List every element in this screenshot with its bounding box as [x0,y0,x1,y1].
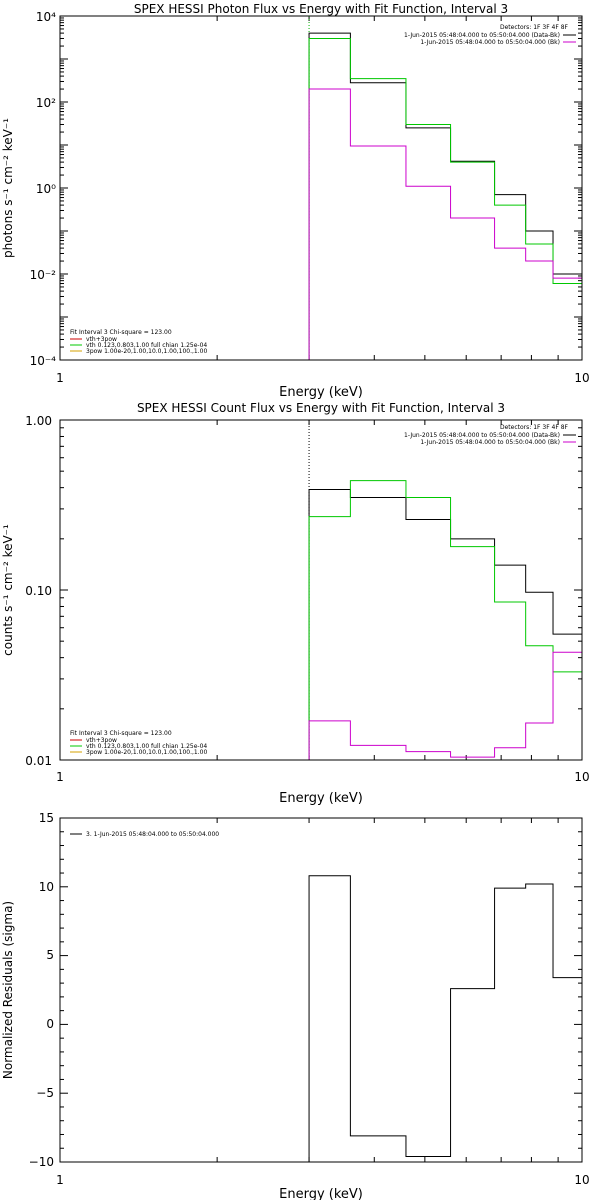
legend-entry: 1-Jun-2015 05:48:04.000 to 05:50:04.000 … [404,432,560,439]
count-flux-panel: SPEX HESSI Count Flux vs Energy with Fit… [1,401,590,806]
legend-entry: 3. 1-Jun-2015 05:48:04.000 to 05:50:04.0… [86,831,219,838]
photon-flux-title: SPEX HESSI Photon Flux vs Energy with Fi… [134,2,508,16]
photon-flux-legend-top-right: Detectors: 1F 3F 4F 8F 1-Jun-2015 05:48:… [404,24,576,46]
count-flux-legend-bottom-left: Fit Interval 3 Chi-square = 123.00 vth+3… [70,730,207,756]
count-flux-plot-content [60,420,583,761]
photon-flux-y-axis-label: photons s⁻¹ cm⁻² keV⁻¹ [1,118,15,258]
count-flux-x-axis-label: Energy (keV) [279,791,363,806]
count-flux-legend-top-right: Detectors: 1F 3F 4F 8F 1-Jun-2015 05:48:… [404,424,576,446]
photon-flux-x-axis-label: Energy (keV) [279,385,363,400]
y-tick-label: 10² [36,96,56,110]
fit-info: Fit Interval 3 Chi-square = 123.00 [70,730,172,737]
y-tick-label: −5 [36,1086,54,1100]
y-tick-label: 0 [46,1017,54,1031]
y-tick-label: 5 [46,948,54,962]
histogram-series-line [308,875,583,1162]
residuals-x-axis-label: Energy (keV) [279,1187,363,1200]
y-tick-label: 10⁰ [36,182,56,196]
fit-info: Fit Interval 3 Chi-square = 123.00 [70,329,172,336]
count-flux-title: SPEX HESSI Count Flux vs Energy with Fit… [137,401,505,415]
photon-flux-panel: SPEX HESSI Photon Flux vs Energy with Fi… [1,2,590,400]
x-tick-label: 1 [56,371,64,385]
count-flux-plot-frame [59,419,583,761]
y-tick-label: 10 [39,880,54,894]
legend-entry: vth+3pow [86,737,117,744]
legend-entry: 1-Jun-2015 05:48:04.000 to 05:50:04.000 … [420,39,560,46]
y-tick-label: 10⁻⁴ [30,354,57,368]
y-tick-label: 0.10 [25,584,52,598]
residuals-y-axis-label: Normalized Residuals (sigma) [1,901,15,1079]
y-tick-label: 0.01 [25,754,52,768]
legend-entry: vth 0.123,0.803,1.00 full chian 1.25e-04 [86,342,207,349]
photon-flux-plot-frame [59,15,583,361]
histogram-series-line [308,651,583,760]
x-tick-label: 1 [56,770,64,784]
residuals-plot-frame [59,817,583,1163]
y-tick-label: 1.00 [25,414,52,428]
x-tick-label: 1 [56,1173,64,1187]
y-tick-label: 10⁻² [30,268,57,282]
legend-entry: 3pow 1.00e-20,1.00,10.0,1.00,100.,1.00 [86,749,207,756]
x-tick-label: 10 [574,1173,589,1187]
legend-title: Detectors: 1F 3F 4F 8F [500,24,569,31]
histogram-series-line [308,88,583,360]
legend-entry: 3pow 1.00e-20,1.00,10.0,1.00,100.,1.00 [86,348,207,355]
y-tick-label: 15 [39,811,54,825]
residuals-plot-content [60,817,583,1163]
y-tick-label: 10⁴ [36,10,56,24]
count-flux-y-axis-label: counts s⁻¹ cm⁻² keV⁻¹ [1,524,15,656]
photon-flux-plot-content [60,16,583,361]
y-tick-label: −10 [29,1155,54,1169]
legend-entry: 1-Jun-2015 05:48:04.000 to 05:50:04.000 … [404,32,560,39]
residuals-legend: 3. 1-Jun-2015 05:48:04.000 to 05:50:04.0… [70,831,219,838]
legend-entry: vth 0.123,0.803,1.00 full chian 1.25e-04 [86,743,207,750]
legend-title: Detectors: 1F 3F 4F 8F [500,424,569,431]
photon-flux-legend-bottom-left: Fit Interval 3 Chi-square = 123.00 vth+3… [70,329,207,355]
residuals-panel: 1 10 −10 −5 0 5 10 15 Energy (keV) Norma… [1,811,590,1200]
x-tick-label: 10 [574,770,589,784]
x-tick-label: 10 [574,371,589,385]
legend-entry: 1-Jun-2015 05:48:04.000 to 05:50:04.000 … [420,439,560,446]
legend-entry: vth+3pow [86,336,117,343]
